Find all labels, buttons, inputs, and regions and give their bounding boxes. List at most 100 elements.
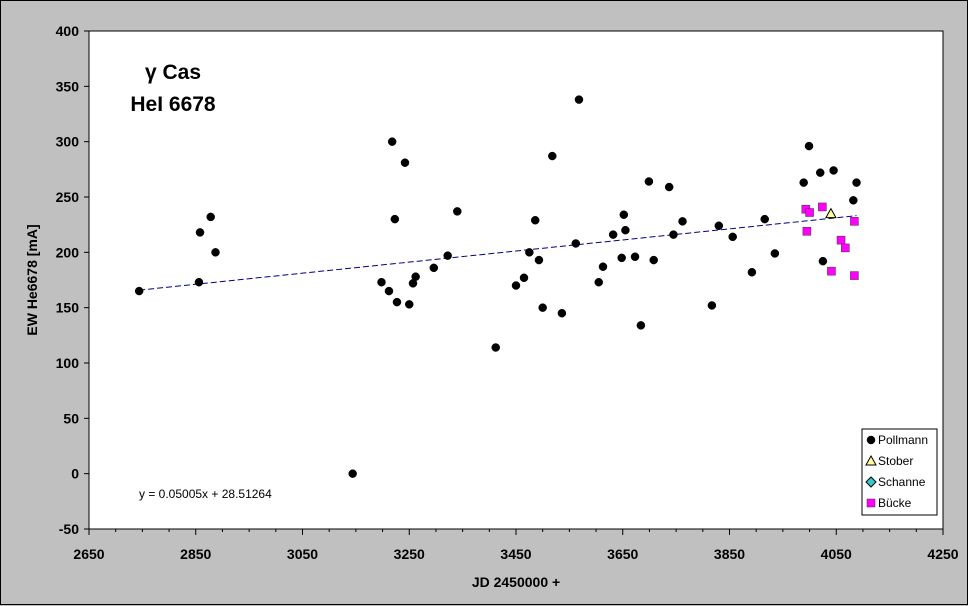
y-tick-label: 100 xyxy=(56,355,80,371)
data-point-pollmann xyxy=(747,268,757,277)
x-tick-label: 3050 xyxy=(287,546,318,562)
x-tick-label: 3850 xyxy=(714,546,745,562)
data-point-bücke xyxy=(827,266,836,276)
legend-entry-label: Schanne xyxy=(878,475,926,489)
data-point-pollmann xyxy=(548,151,557,161)
x-tick-label: 2650 xyxy=(73,546,104,562)
data-point-pollmann xyxy=(534,255,544,265)
data-point-pollmann xyxy=(829,166,838,175)
data-point-pollmann xyxy=(511,281,521,290)
y-tick-label: 200 xyxy=(56,244,80,260)
data-point-pollmann xyxy=(211,248,220,257)
trendline-equation: y = 0.05005x + 28.51264 xyxy=(139,487,272,501)
data-point-pollmann xyxy=(574,95,584,104)
x-tick-label: 4050 xyxy=(821,546,852,562)
data-point-pollmann xyxy=(557,308,567,318)
data-point-pollmann xyxy=(664,182,674,192)
data-point-pollmann xyxy=(530,215,540,225)
data-point-pollmann xyxy=(390,214,400,224)
data-point-pollmann xyxy=(669,230,678,239)
data-point-pollmann xyxy=(411,272,420,281)
data-point-pollmann xyxy=(818,256,828,266)
data-point-pollmann xyxy=(134,286,144,296)
legend-entry-label: Stober xyxy=(878,454,913,468)
data-point-bücke xyxy=(818,202,827,212)
data-point-pollmann xyxy=(387,137,397,146)
data-point-pollmann xyxy=(649,255,658,265)
data-point-pollmann xyxy=(377,277,386,287)
legend-marker xyxy=(866,435,876,445)
data-points xyxy=(134,95,861,478)
data-point-pollmann xyxy=(617,253,626,263)
data-point-stober xyxy=(825,207,837,219)
x-tick-label: 3450 xyxy=(500,546,531,562)
data-point-pollmann xyxy=(707,301,717,310)
plot-area xyxy=(88,30,944,530)
data-point-pollmann xyxy=(770,249,780,258)
data-point-pollmann xyxy=(619,210,629,219)
data-point-pollmann xyxy=(760,214,769,224)
legend-marker xyxy=(865,454,877,466)
data-point-pollmann xyxy=(206,212,215,222)
x-tick-label: 4250 xyxy=(927,546,958,562)
y-tick-label: 400 xyxy=(56,23,80,39)
data-point-bücke xyxy=(850,271,859,280)
data-point-bücke xyxy=(802,227,812,236)
y-tick-label: 50 xyxy=(63,410,79,426)
data-point-pollmann xyxy=(804,141,814,151)
trendline xyxy=(139,215,857,291)
y-tick-label: -50 xyxy=(59,521,79,537)
y-tick-label: 0 xyxy=(71,466,79,482)
x-tick-label: 2850 xyxy=(180,546,211,562)
data-point-bücke xyxy=(836,235,846,245)
data-point-pollmann xyxy=(384,286,394,296)
data-point-pollmann xyxy=(443,251,452,260)
legend: Pollmann Stober Schanne Bücke xyxy=(861,428,938,516)
data-point-pollmann xyxy=(194,277,204,287)
data-point-pollmann xyxy=(852,178,861,187)
data-point-pollmann xyxy=(453,207,462,216)
data-point-pollmann xyxy=(538,303,547,312)
data-point-pollmann xyxy=(630,252,640,262)
data-point-pollmann xyxy=(392,297,402,307)
data-point-pollmann xyxy=(714,221,724,231)
data-point-pollmann xyxy=(608,230,618,239)
x-axis-title: JD 2450000 + xyxy=(472,574,560,590)
y-tick-label: 250 xyxy=(56,189,80,205)
chart-title-line-2: HeI 6678 xyxy=(130,93,216,116)
y-axis: -50 0 50 100 150 200 250 300 350 400 xyxy=(56,23,89,537)
data-point-pollmann xyxy=(636,321,646,330)
data-point-pollmann xyxy=(594,277,603,287)
data-point-pollmann xyxy=(678,217,687,226)
y-tick-label: 300 xyxy=(56,134,80,150)
data-point-bücke xyxy=(805,208,814,217)
data-point-pollmann xyxy=(815,168,825,177)
data-point-pollmann xyxy=(491,343,500,352)
y-tick-label: 150 xyxy=(56,300,80,316)
legend-entry-label: Bücke xyxy=(878,496,912,510)
data-point-pollmann xyxy=(348,469,357,478)
data-point-pollmann xyxy=(644,177,654,186)
data-point-pollmann xyxy=(598,262,608,271)
data-point-pollmann xyxy=(195,228,205,237)
y-tick-label: 350 xyxy=(56,78,80,94)
data-point-pollmann xyxy=(728,232,737,242)
x-tick-label: 3650 xyxy=(607,546,638,562)
data-point-pollmann xyxy=(400,158,410,167)
data-point-bücke xyxy=(850,217,859,226)
data-point-pollmann xyxy=(571,239,581,248)
y-axis-title: EW He6678 [mA] xyxy=(24,224,40,335)
data-point-pollmann xyxy=(621,225,630,235)
x-axis: 2650 2850 3050 3250 3450 3650 3850 4050 4250 xyxy=(73,529,959,562)
x-tick-label: 3250 xyxy=(394,546,425,562)
chart-title-line-1: γ Cas xyxy=(145,61,201,84)
data-point-pollmann xyxy=(849,196,858,205)
legend-entry-label: Pollmann xyxy=(878,433,928,447)
legend-marker xyxy=(865,476,877,488)
legend-marker xyxy=(866,498,876,508)
data-point-pollmann xyxy=(519,273,529,283)
data-point-bücke xyxy=(841,243,850,253)
data-point-pollmann xyxy=(405,300,414,309)
